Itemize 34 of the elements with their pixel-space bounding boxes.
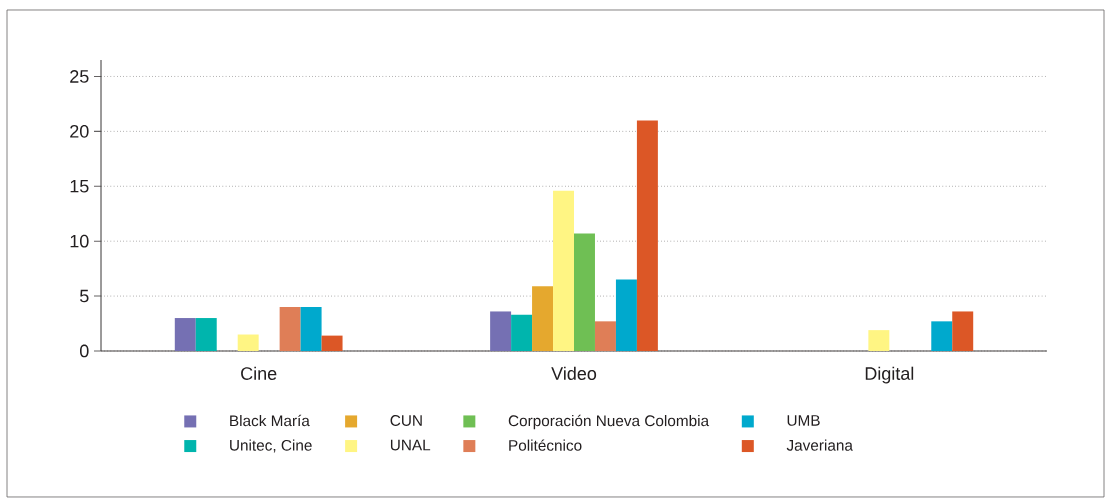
bar (237, 334, 259, 351)
bar (594, 321, 616, 351)
y-tick-label: 20 (70, 124, 89, 138)
bar (553, 190, 574, 351)
y-tick-label: 10 (70, 234, 89, 248)
legend-label: Black María (230, 414, 310, 427)
bar (868, 330, 890, 351)
y-tick-label: 25 (70, 70, 89, 83)
bar (300, 307, 322, 351)
bar (574, 233, 595, 351)
y-tick-label: 0 (80, 344, 89, 358)
bar (490, 311, 512, 351)
x-tick-label: Cine (241, 366, 277, 380)
bar (931, 321, 953, 351)
legend-label: UMB (787, 415, 820, 426)
x-tick-label: Video (551, 366, 597, 380)
y-tick-label: 5 (80, 289, 89, 303)
legend-label: Javeriana (786, 439, 853, 451)
legend-label: CUN (390, 415, 422, 426)
legend-label: Corporación Nueva Colombia (508, 414, 710, 430)
legend-label: Unitec, Cine (230, 439, 312, 453)
legend-label: Politécnico (509, 439, 582, 451)
bar (174, 318, 196, 351)
y-tick-label: 15 (70, 179, 89, 193)
bar (279, 307, 301, 351)
bar (615, 279, 637, 351)
bar (321, 335, 343, 351)
x-tick-label: Digital (865, 366, 914, 384)
bar (532, 286, 554, 351)
bar (511, 314, 533, 351)
bar (195, 318, 217, 351)
legend-label: UNAL (390, 439, 431, 451)
bar (952, 311, 974, 351)
bar (636, 120, 658, 351)
